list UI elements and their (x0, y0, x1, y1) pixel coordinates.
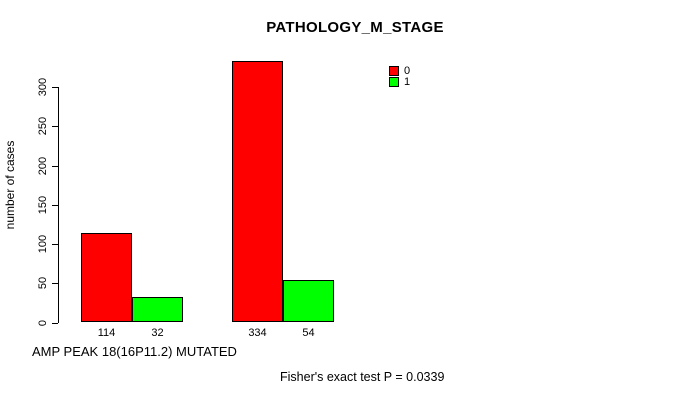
y-tick-label: 50 (37, 277, 49, 290)
chart-title: PATHOLOGY_M_STAGE (266, 19, 444, 36)
y-tick-label: 0 (37, 319, 49, 326)
y-tick-label: 200 (37, 156, 49, 175)
bar-value-label: 32 (151, 326, 164, 339)
y-axis-tick (52, 126, 58, 128)
legend-label-0: 0 (404, 65, 411, 77)
annotation-fisher-test: Fisher's exact test P = 0.0339 (280, 370, 445, 384)
y-axis-tick (52, 244, 58, 246)
y-axis-line (58, 87, 59, 324)
y-tick-label: 100 (37, 234, 49, 254)
y-tick-label: 150 (37, 195, 49, 215)
bar-series1-group2 (283, 280, 334, 323)
y-axis-tick (52, 165, 58, 167)
y-axis-tick (52, 322, 58, 324)
bar-series0-group2 (232, 60, 283, 323)
x-axis-label: AMP PEAK 18(16P11.2) MUTATED (32, 344, 237, 359)
legend-label-1: 1 (404, 76, 411, 88)
bar-value-label: 54 (302, 326, 315, 339)
y-tick-label: 250 (37, 117, 49, 136)
y-axis-tick (52, 204, 58, 206)
legend-swatch-green (389, 77, 399, 87)
y-axis-tick (52, 283, 58, 285)
bar-series0-group1 (81, 233, 132, 323)
legend-item-0: 0 (389, 65, 411, 77)
legend-item-1: 1 (389, 76, 411, 88)
bar-value-label: 114 (97, 326, 116, 339)
bar-value-label: 334 (248, 326, 267, 339)
legend-swatch-red (389, 66, 399, 76)
bar-series1-group1 (132, 297, 183, 323)
legend: 0 1 (389, 66, 410, 88)
y-axis-tick (52, 87, 58, 89)
y-tick-label: 300 (37, 78, 49, 97)
